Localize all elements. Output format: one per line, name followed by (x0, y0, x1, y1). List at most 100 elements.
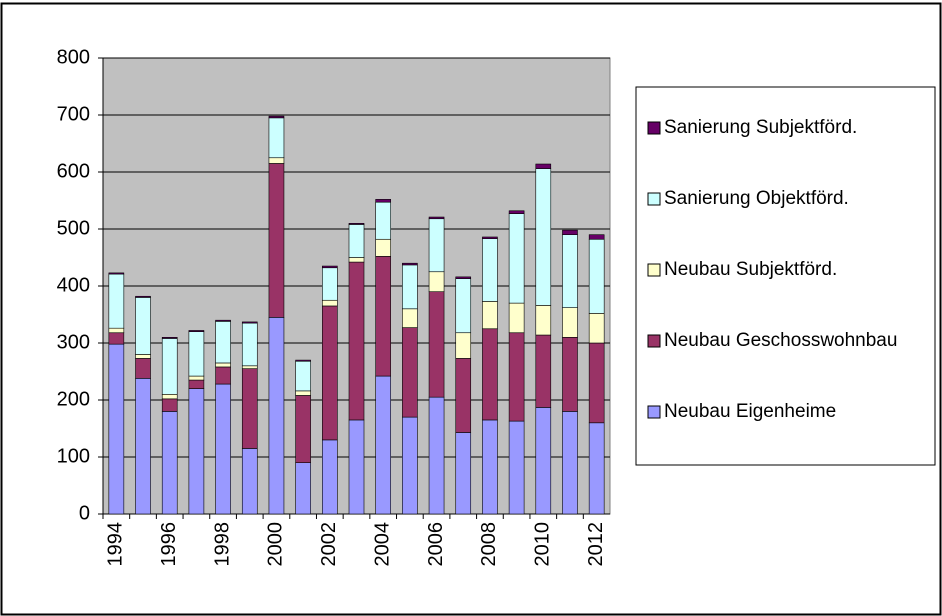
bar-segment (108, 327, 125, 334)
bar-segment (295, 360, 311, 392)
bar-segment (241, 368, 258, 449)
y-tick-label: 800 (57, 46, 90, 68)
bar-segment (348, 261, 365, 421)
bar-segment (562, 411, 578, 515)
bar-segment (482, 419, 498, 515)
bar-segment (161, 398, 178, 412)
bar-segment (535, 168, 552, 306)
bar-segment (188, 375, 205, 381)
bar-segment (215, 362, 231, 368)
bar-segment (268, 117, 285, 159)
bar-segment (402, 327, 418, 418)
bar-segment (588, 342, 605, 424)
bar-segment (108, 343, 125, 515)
legend-label: Neubau Subjektförd. (664, 259, 837, 280)
bar-segment (375, 375, 391, 515)
bar-segment (135, 358, 151, 379)
bar-segment (428, 396, 445, 515)
bar-segment (375, 256, 391, 377)
bar-segment (588, 422, 605, 515)
legend-label: Sanierung Subjektförd. (664, 117, 857, 138)
bar-segment (322, 305, 338, 441)
bar-segment (135, 297, 151, 355)
bar-segment (108, 273, 125, 329)
bar-segment (135, 295, 151, 298)
bar-segment (402, 264, 418, 310)
bar-segment (375, 201, 391, 240)
bar-segment (188, 331, 205, 377)
bar-segment (188, 330, 205, 332)
bar-segment (535, 163, 552, 169)
bar-segment (268, 163, 285, 318)
bar-segment (268, 115, 285, 119)
bar-segment (402, 308, 418, 328)
bar-segment (482, 301, 498, 330)
bar-segment (562, 229, 578, 235)
bar-segment (161, 338, 178, 395)
bar-segment (215, 321, 231, 364)
bar-segment (348, 224, 365, 258)
x-tick-label: 2012 (585, 522, 607, 567)
bar-segment (482, 238, 498, 302)
bar-segment (455, 332, 472, 359)
x-tick-label: 1996 (158, 522, 180, 567)
bar-segment (215, 366, 231, 385)
x-tick-label: 1998 (211, 522, 233, 567)
bar-segment (188, 379, 205, 389)
legend-swatch (647, 192, 661, 206)
bar-segment (455, 276, 472, 279)
legend (635, 86, 936, 466)
bar-segment (135, 354, 151, 359)
y-tick-label: 100 (57, 445, 90, 467)
bar-segment (588, 313, 605, 344)
bar-segment (428, 218, 445, 273)
x-tick-label: 2000 (265, 522, 287, 567)
bar-segment (482, 328, 498, 421)
legend-swatch (647, 263, 661, 277)
bar-segment (562, 307, 578, 338)
bar-segment (295, 462, 311, 515)
y-tick-label: 400 (57, 274, 90, 296)
bar-segment (428, 291, 445, 398)
bar-segment (508, 210, 525, 214)
bar-segment (428, 271, 445, 293)
bar-segment (161, 336, 178, 339)
bar-segment (295, 390, 311, 396)
bar-segment (402, 262, 418, 266)
legend-swatch (647, 405, 661, 419)
bar-segment (108, 332, 125, 345)
bar-segment (161, 411, 178, 515)
bar-segment (508, 332, 525, 422)
y-tick-label: 0 (79, 502, 90, 524)
y-tick-label: 500 (57, 217, 90, 239)
bar-segment (215, 319, 231, 322)
y-tick-label: 300 (57, 331, 90, 353)
x-tick-label: 2004 (371, 522, 393, 567)
bar-segment (322, 439, 338, 515)
bar-segment (215, 383, 231, 515)
bar-segment (241, 365, 258, 369)
bar-segment (348, 223, 365, 225)
y-tick-label: 200 (57, 388, 90, 410)
bar-segment (508, 420, 525, 515)
x-tick-label: 2002 (318, 522, 340, 567)
legend-swatch (647, 121, 661, 135)
legend-label: Sanierung Objektförd. (664, 188, 849, 209)
x-tick-label: 2010 (532, 522, 554, 567)
x-tick-label: 1994 (105, 522, 127, 567)
legend-label: Neubau Eigenheime (664, 401, 836, 422)
bar-segment (455, 432, 472, 515)
bar-segment (268, 317, 285, 515)
legend-label: Neubau Geschosswohnbau (664, 330, 897, 351)
x-tick-label: 2008 (478, 522, 500, 567)
y-tick-label: 600 (57, 160, 90, 182)
y-tick-label: 700 (57, 103, 90, 125)
bar-segment (348, 257, 365, 263)
bar-segment (588, 238, 605, 314)
bar-segment (268, 157, 285, 164)
bar-segment (508, 302, 525, 334)
bar-segment (295, 395, 311, 464)
bar-segment (535, 334, 552, 408)
bar-segment (348, 419, 365, 515)
bar-segment (562, 234, 578, 308)
